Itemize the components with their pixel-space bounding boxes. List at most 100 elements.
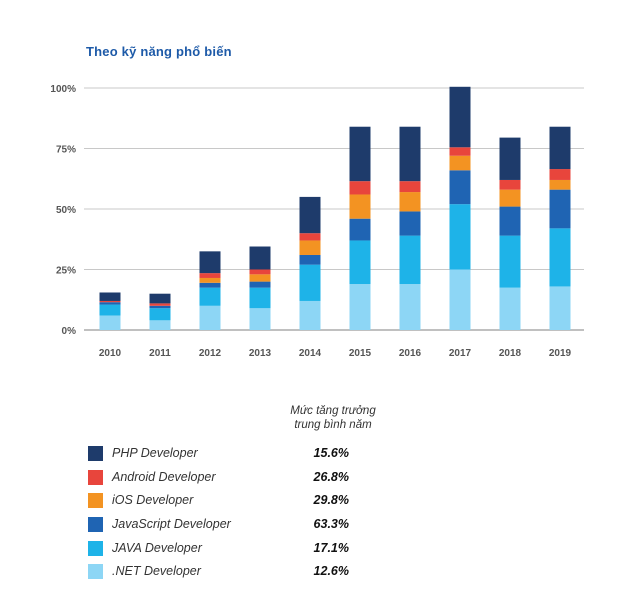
bar-segment-android — [549, 169, 571, 180]
y-tick-label: 0% — [62, 326, 77, 337]
bar-segment-android — [149, 303, 171, 306]
bar-segment-php — [349, 126, 371, 182]
legend-growth-net: 12.6% — [313, 564, 349, 579]
legend-item-java: JAVA Developer 17.1% — [86, 539, 376, 563]
bar-segment-php — [399, 126, 421, 182]
bar-segment-javascript — [249, 281, 271, 288]
bar-segment-javascript — [349, 218, 371, 241]
bar-segment-php — [249, 246, 271, 270]
legend-label-java: JAVA Developer — [112, 540, 202, 555]
legend-swatch-ios — [88, 493, 103, 509]
bar-segment-net — [399, 284, 421, 330]
legend-label-net: .NET Developer — [112, 564, 201, 579]
bar-segment-php — [549, 126, 571, 170]
bar-segment-javascript — [499, 206, 521, 236]
bar-segment-ios — [399, 192, 421, 212]
bar-segment-android — [499, 179, 521, 190]
bar-segment-javascript — [549, 189, 571, 229]
bar-segment-net — [249, 308, 271, 330]
bar-segment-ios — [249, 274, 271, 282]
x-tick-label: 2019 — [549, 348, 572, 359]
bar-segment-android — [199, 273, 221, 278]
legend-swatch-net — [88, 564, 103, 580]
legend-growth-javascript: 63.3% — [313, 517, 349, 532]
bar-segment-ios — [449, 155, 471, 171]
y-tick-label: 75% — [56, 145, 76, 156]
bar-segment-android — [99, 300, 121, 303]
bar-segment-java — [499, 235, 521, 288]
legend-growth-java: 17.1% — [313, 540, 349, 555]
bar-segment-java — [449, 204, 471, 270]
legend-label-ios: iOS Developer — [112, 493, 194, 508]
legend-item-net: .NET Developer 12.6% — [86, 562, 376, 586]
legend-swatch-java — [88, 540, 103, 556]
bar-segment-javascript — [299, 254, 321, 265]
bar-segment-javascript — [149, 305, 171, 309]
bar-segment-net — [549, 286, 571, 330]
legend-label-php: PHP Developer — [112, 446, 198, 460]
bar-segment-php — [149, 293, 171, 304]
bar-segment-ios — [299, 240, 321, 255]
bar-segment-android — [249, 269, 271, 275]
bar-segment-php — [99, 292, 121, 301]
growth-header-line-2: trung bình năm — [294, 419, 372, 431]
stacked-bar-chart: 0% 25% 50% 75% 100% 2010 2011 2012 2013 2014 2015 2… — [50, 84, 584, 359]
bar-segment-net — [149, 320, 171, 330]
legend-swatch-php — [88, 446, 103, 461]
x-tick-label: 2010 — [99, 348, 122, 359]
bar-segment-java — [349, 240, 371, 285]
bar-segment-java — [549, 228, 571, 287]
y-tick-label: 100% — [50, 84, 76, 95]
x-tick-label: 2018 — [499, 348, 522, 359]
legend-item-javascript: JavaScript Developer 63.3% — [86, 515, 376, 539]
bar-segment-net — [499, 287, 521, 330]
legend-growth-ios: 29.8% — [313, 493, 349, 508]
bar-segment-java — [99, 304, 121, 316]
bar-segment-android — [399, 181, 421, 193]
bar-segment-android — [349, 181, 371, 195]
bar-segment-android — [449, 147, 471, 156]
bar-segment-java — [299, 264, 321, 301]
bar-segment-javascript — [399, 211, 421, 236]
legend-label-android: Android Developer — [112, 469, 216, 484]
legend: PHP Developer 15.6% Android Developer 26… — [86, 444, 376, 586]
bar-segment-php — [499, 137, 521, 180]
bar-segment-net — [349, 284, 371, 330]
y-tick-label: 25% — [56, 266, 76, 277]
bar-segment-javascript — [199, 282, 221, 288]
bar-segment-java — [249, 287, 271, 309]
legend-item-php: PHP Developer 15.6% — [86, 444, 376, 468]
growth-header-line-1: Mức tăng trưởng — [290, 405, 376, 417]
chart-title: Theo kỹ năng phổ biến — [86, 44, 232, 59]
x-tick-label: 2014 — [299, 348, 322, 359]
bar-segment-ios — [549, 179, 571, 190]
x-tick-label: 2017 — [449, 348, 472, 359]
x-tick-label: 2011 — [149, 348, 171, 359]
bar-segment-java — [199, 287, 221, 306]
bar-segment-javascript — [99, 302, 121, 305]
legend-swatch-android — [88, 469, 103, 485]
bar-segment-net — [299, 300, 321, 330]
x-tick-label: 2012 — [199, 348, 222, 359]
legend-label-javascript: JavaScript Developer — [112, 517, 231, 532]
y-tick-label: 50% — [56, 205, 76, 216]
bar-segment-java — [399, 235, 421, 285]
x-tick-label: 2013 — [249, 348, 272, 359]
bar-segment-php — [449, 86, 471, 148]
bar-segment-php — [199, 251, 221, 274]
bar-segment-net — [99, 315, 121, 330]
legend-item-ios: iOS Developer 29.8% — [86, 491, 376, 515]
legend-swatch-javascript — [88, 517, 103, 533]
x-tick-label: 2015 — [349, 348, 372, 359]
bar-segment-javascript — [449, 170, 471, 205]
growth-header: Mức tăng trưởng trung bình năm — [258, 404, 408, 432]
bar-segment-android — [299, 233, 321, 241]
x-tick-label: 2016 — [399, 348, 422, 359]
bar-segment-net — [449, 269, 471, 330]
bar-segment-ios — [349, 194, 371, 219]
legend-item-android: Android Developer 26.8% — [86, 468, 376, 492]
legend-growth-android: 26.8% — [313, 469, 349, 484]
legend-growth-php: 15.6% — [313, 446, 349, 460]
bar-segment-ios — [199, 277, 221, 283]
bar-segment-net — [199, 305, 221, 330]
